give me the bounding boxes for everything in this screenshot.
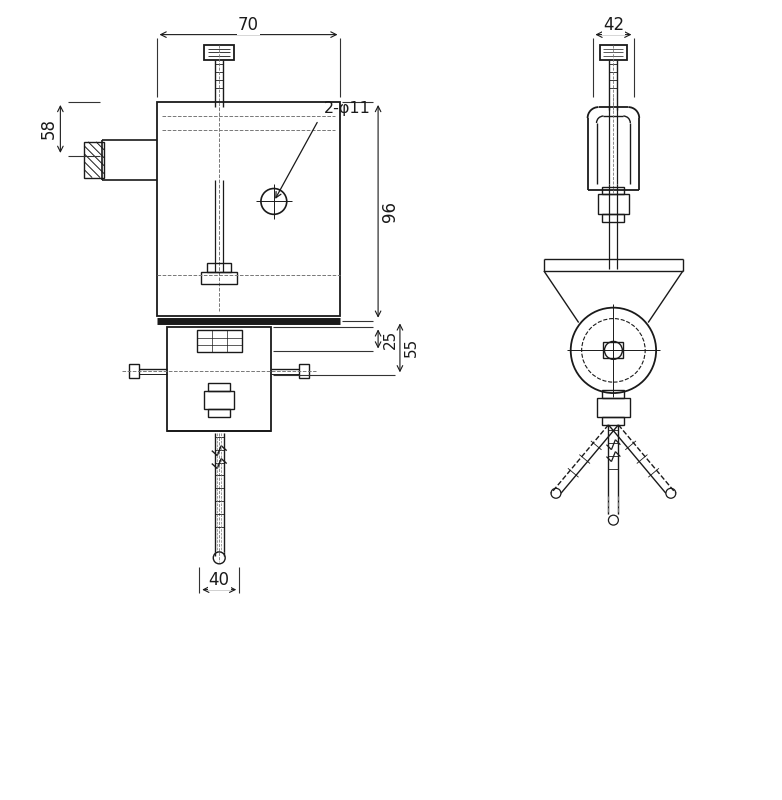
Bar <box>204 45 234 61</box>
Bar <box>129 364 139 378</box>
Bar <box>204 391 234 409</box>
Bar <box>597 194 630 214</box>
Bar <box>167 326 271 430</box>
Bar <box>602 186 624 194</box>
Bar <box>597 398 630 417</box>
Text: 25: 25 <box>382 330 397 349</box>
Text: 70: 70 <box>238 16 259 34</box>
Bar <box>300 364 309 378</box>
Bar <box>207 263 231 272</box>
Text: 55: 55 <box>404 338 419 358</box>
Bar <box>602 417 624 425</box>
Text: 42: 42 <box>603 16 624 34</box>
Bar <box>208 409 230 417</box>
Text: 2-φ11: 2-φ11 <box>324 101 371 116</box>
Bar <box>602 214 624 222</box>
Bar <box>602 390 624 398</box>
Bar <box>156 102 340 316</box>
Bar <box>201 272 237 284</box>
Text: 58: 58 <box>39 118 57 139</box>
Text: 40: 40 <box>209 570 230 589</box>
Bar <box>600 45 627 61</box>
Bar <box>208 383 230 391</box>
Bar <box>604 342 623 358</box>
Bar <box>197 330 242 352</box>
Text: 96: 96 <box>381 201 399 222</box>
Bar <box>84 142 104 178</box>
